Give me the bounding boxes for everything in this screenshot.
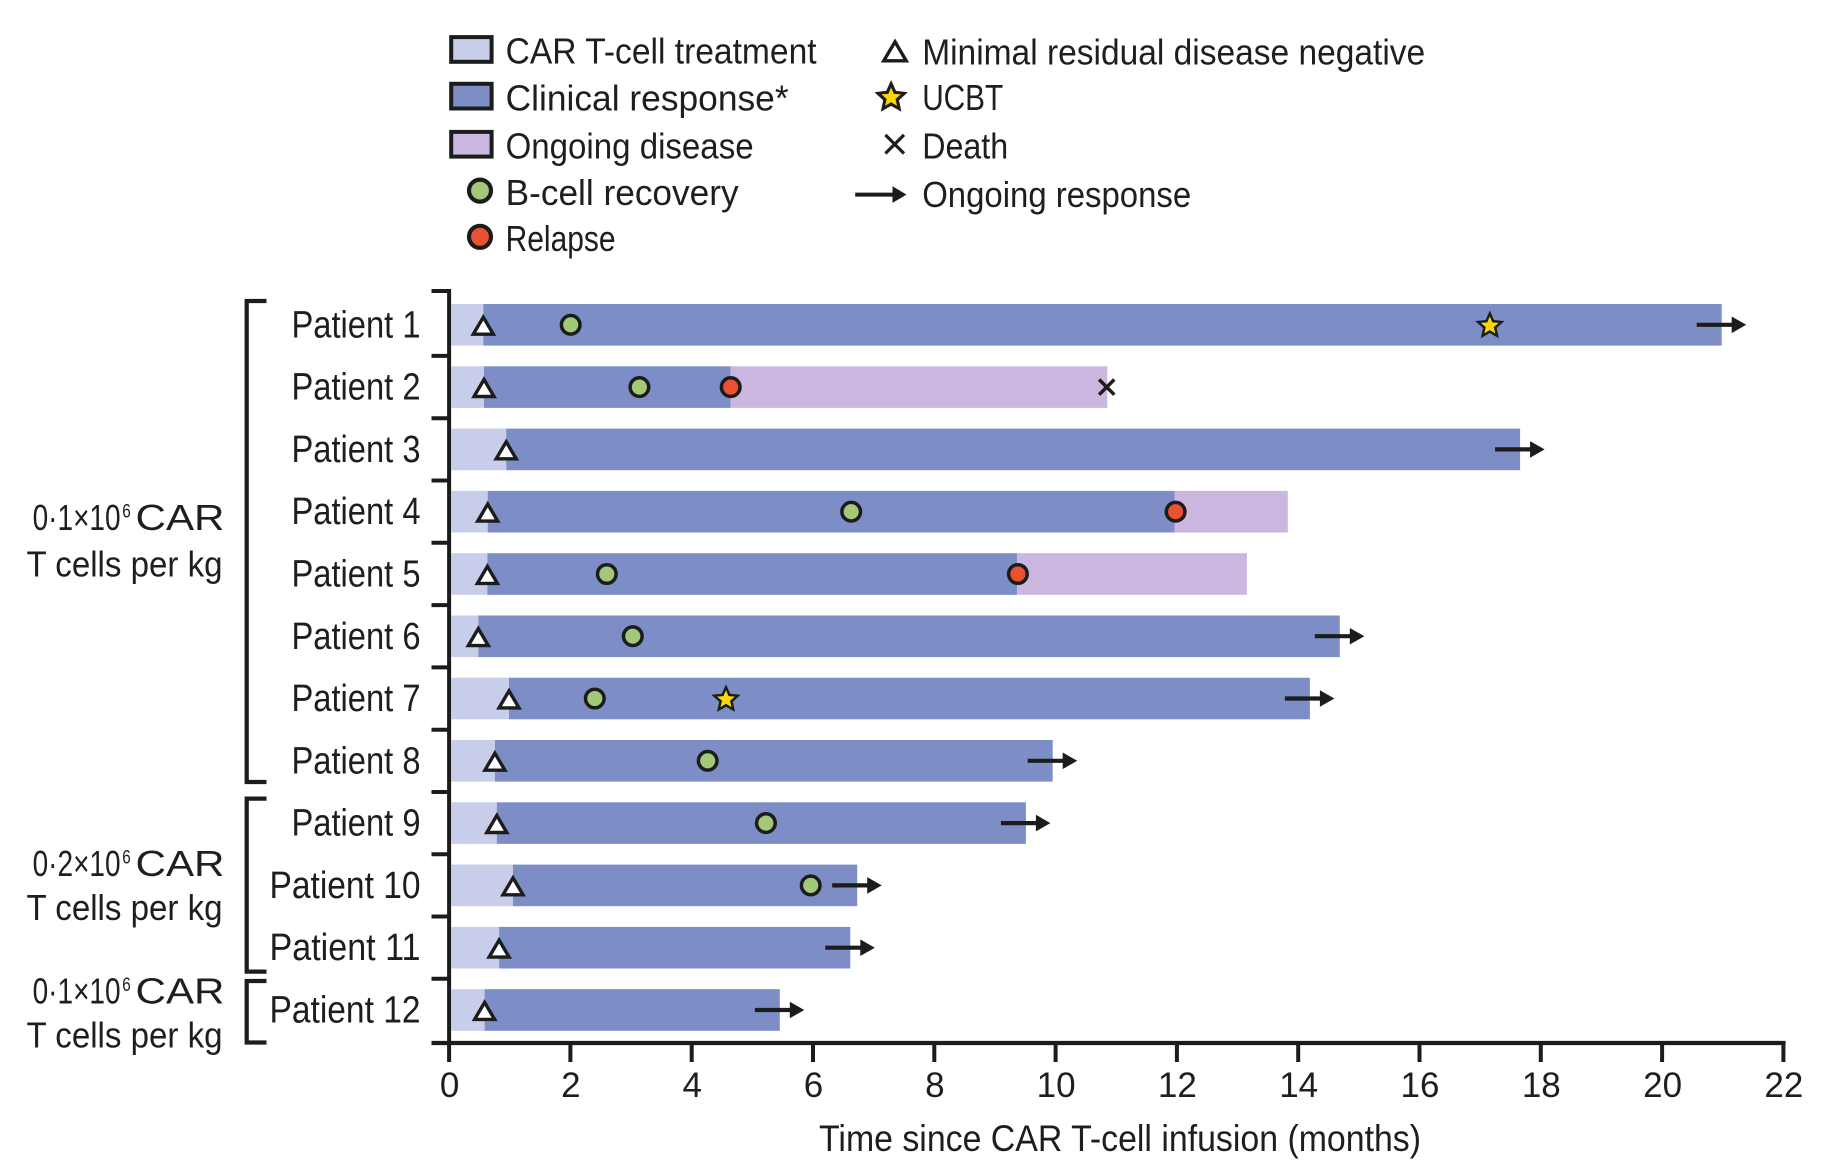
svg-text:10: 10 [1037, 1066, 1076, 1105]
svg-text:0·1×10: 0·1×10 [33, 497, 121, 538]
svg-text:6: 6 [122, 975, 131, 996]
svg-text:CAR: CAR [136, 497, 225, 538]
svg-text:Patient 10: Patient 10 [270, 865, 421, 907]
svg-text:20: 20 [1643, 1066, 1682, 1105]
svg-text:12: 12 [1158, 1066, 1197, 1105]
svg-text:0: 0 [440, 1066, 459, 1105]
svg-text:CAR: CAR [136, 843, 225, 884]
svg-text:Patient 12: Patient 12 [270, 990, 421, 1032]
svg-text:14: 14 [1279, 1066, 1318, 1105]
svg-text:6: 6 [122, 502, 131, 523]
svg-text:UCBT: UCBT [922, 77, 1003, 118]
svg-text:Death: Death [922, 126, 1008, 167]
svg-text:T cells per kg: T cells per kg [27, 887, 223, 928]
svg-text:CAR T-cell treatment: CAR T-cell treatment [506, 31, 817, 72]
svg-text:Patient 9: Patient 9 [292, 803, 421, 845]
svg-text:Patient 8: Patient 8 [292, 740, 421, 782]
svg-text:Patient 11: Patient 11 [270, 927, 421, 969]
svg-text:6: 6 [122, 848, 131, 869]
svg-text:Patient 6: Patient 6 [292, 616, 421, 658]
svg-text:0·1×10: 0·1×10 [33, 971, 121, 1012]
svg-text:8: 8 [925, 1066, 944, 1105]
svg-text:6: 6 [804, 1066, 823, 1105]
svg-text:Ongoing response: Ongoing response [922, 174, 1191, 215]
svg-text:Patient 7: Patient 7 [292, 678, 421, 720]
svg-text:Patient 3: Patient 3 [292, 429, 421, 471]
svg-text:Patient 5: Patient 5 [292, 554, 421, 596]
svg-text:T cells per kg: T cells per kg [27, 544, 223, 585]
svg-text:Time since CAR T-cell infusion: Time since CAR T-cell infusion (months) [819, 1118, 1421, 1159]
svg-text:Patient 4: Patient 4 [292, 491, 421, 533]
svg-text:Clinical response*: Clinical response* [506, 77, 789, 118]
svg-text:B-cell recovery: B-cell recovery [506, 172, 739, 213]
svg-text:2: 2 [561, 1066, 580, 1105]
svg-text:0·2×10: 0·2×10 [33, 843, 121, 884]
svg-text:Minimal residual disease negat: Minimal residual disease negative [922, 31, 1425, 72]
svg-text:Patient 2: Patient 2 [292, 367, 421, 409]
svg-text:4: 4 [682, 1066, 701, 1105]
svg-text:18: 18 [1522, 1066, 1561, 1105]
svg-text:22: 22 [1764, 1066, 1803, 1105]
svg-text:T cells per kg: T cells per kg [27, 1015, 223, 1056]
svg-text:CAR: CAR [136, 971, 225, 1012]
svg-text:Relapse: Relapse [506, 218, 616, 259]
svg-text:16: 16 [1401, 1066, 1440, 1105]
svg-text:Ongoing disease: Ongoing disease [506, 125, 754, 166]
svg-text:Patient 1: Patient 1 [292, 304, 421, 346]
